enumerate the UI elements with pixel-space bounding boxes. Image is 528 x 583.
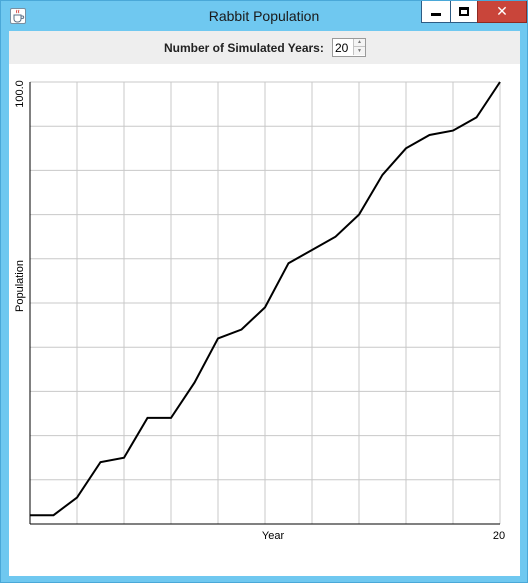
years-spinner[interactable]: ▲ ▼ — [332, 38, 366, 57]
spinner-down-button[interactable]: ▼ — [353, 47, 365, 55]
content-pane: Number of Simulated Years: ▲ ▼ Year 20 P… — [9, 31, 520, 576]
population-chart: Year 20 Population 100.0 — [14, 80, 505, 542]
spinner-up-button[interactable]: ▲ — [353, 39, 365, 47]
title-bar[interactable]: Rabbit Population ✕ — [1, 1, 527, 31]
maximize-icon — [459, 7, 469, 16]
years-label: Number of Simulated Years: — [164, 41, 324, 55]
close-button[interactable]: ✕ — [477, 1, 527, 23]
chevron-up-icon: ▲ — [357, 39, 362, 45]
window-title: Rabbit Population — [208, 8, 320, 24]
series-line — [30, 81, 501, 517]
y-tick-label: 100.0 — [14, 80, 26, 108]
java-cup-icon — [10, 8, 26, 24]
chart-grid — [30, 81, 501, 524]
chevron-down-icon: ▼ — [357, 47, 362, 54]
y-axis-label: Population — [14, 260, 26, 312]
years-input[interactable] — [333, 39, 353, 56]
close-icon: ✕ — [496, 3, 508, 20]
minimize-button[interactable] — [421, 1, 451, 23]
minimize-icon — [431, 13, 441, 16]
x-tick-label: 20 — [493, 530, 505, 542]
controls-panel: Number of Simulated Years: ▲ ▼ — [9, 31, 520, 64]
maximize-button[interactable] — [450, 1, 478, 23]
x-axis-label: Year — [262, 530, 285, 542]
